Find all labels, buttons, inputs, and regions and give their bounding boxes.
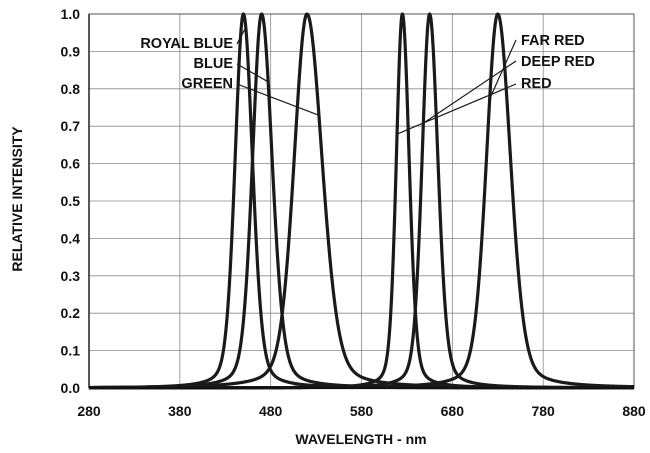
y-tick-label-0.4: 0.4 — [61, 230, 81, 246]
label-leaders — [236, 28, 517, 135]
x-tick-label-880: 880 — [622, 403, 646, 419]
series-label-royal-blue: ROYAL BLUE — [140, 36, 233, 52]
x-axis-title: WAVELENGTH - nm — [295, 431, 426, 447]
y-tick-label-0.0: 0.0 — [61, 380, 81, 396]
leader-line-blue — [236, 63, 268, 82]
series-label-blue: BLUE — [194, 56, 234, 72]
leader-line-red — [397, 83, 517, 135]
leader-line-green — [236, 83, 319, 116]
y-tick-label-0.3: 0.3 — [61, 268, 81, 284]
leader-line-far-red — [490, 39, 517, 97]
y-tick-label-1.0: 1.0 — [61, 6, 81, 22]
x-tick-label-780: 780 — [531, 403, 555, 419]
grid — [88, 13, 635, 389]
series-label-far-red: FAR RED — [521, 33, 585, 49]
leader-line-royal-blue — [236, 28, 246, 45]
series-label-deep-red: DEEP RED — [521, 54, 595, 70]
x-tick-label-380: 380 — [168, 403, 192, 419]
x-tick-label-480: 480 — [259, 403, 283, 419]
series-label-green: GREEN — [181, 76, 233, 92]
series-labels: ROYAL BLUE BLUE GREEN RED DEEP RED FAR RED — [140, 33, 595, 92]
x-tick-label-580: 580 — [350, 403, 374, 419]
y-tick-label-0.1: 0.1 — [61, 343, 81, 359]
y-tick-label-0.2: 0.2 — [61, 305, 81, 321]
series-label-red: RED — [521, 76, 552, 92]
y-tick-label-0.8: 0.8 — [61, 81, 81, 97]
x-tick-label-280: 280 — [77, 403, 101, 419]
axes — [88, 14, 634, 390]
leader-line-deep-red — [424, 60, 517, 123]
y-tick-label-0.9: 0.9 — [61, 43, 81, 59]
y-tick-label-0.7: 0.7 — [61, 118, 81, 134]
x-tick-label-680: 680 — [441, 403, 465, 419]
y-tick-label-0.5: 0.5 — [61, 193, 81, 209]
tick-labels: 280 380 480 580 680 780 880 0.0 0.1 0.2 0.3 0.4 0.5 0… — [61, 6, 646, 419]
y-tick-label-0.6: 0.6 — [61, 156, 81, 172]
y-axis-title: RELATIVE INTENSITY — [9, 126, 25, 272]
